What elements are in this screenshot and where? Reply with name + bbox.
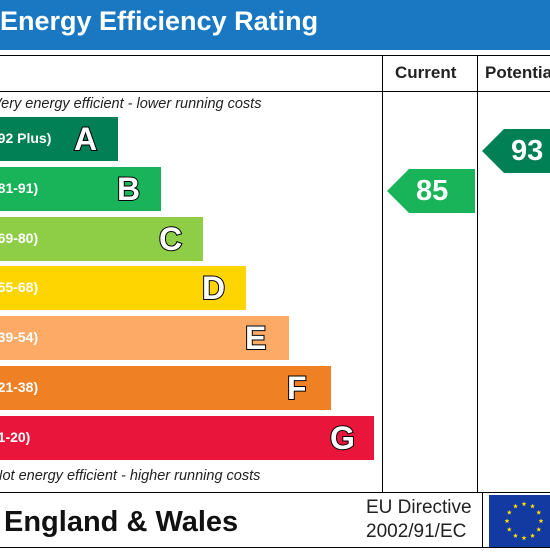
rating-arrow-current: 85 bbox=[387, 169, 475, 213]
band-g: (1-20) G bbox=[0, 416, 374, 460]
band-letter: F bbox=[286, 369, 308, 407]
band-letter: C bbox=[158, 220, 183, 258]
footer-country: England & Wales bbox=[4, 506, 239, 538]
star-icon bbox=[513, 533, 518, 538]
arrow-shape bbox=[387, 169, 475, 213]
directive-line-1: EU Directive bbox=[366, 497, 472, 518]
column-header-current: Current bbox=[395, 63, 457, 82]
column-header-potential: Potential bbox=[485, 63, 550, 82]
star-icon bbox=[536, 526, 542, 532]
star-icon bbox=[530, 533, 535, 538]
star-icon bbox=[521, 535, 527, 541]
star-icon bbox=[506, 526, 512, 532]
star-icon bbox=[506, 509, 512, 515]
band-range-label: (1-20) bbox=[0, 429, 31, 445]
star-icon bbox=[538, 518, 544, 524]
band-range-label: (69-80) bbox=[0, 230, 39, 246]
divider-current bbox=[382, 55, 383, 492]
star-icon bbox=[536, 509, 542, 515]
rating-value: 85 bbox=[416, 175, 449, 207]
band-f: (21-38) F bbox=[0, 366, 331, 410]
divider-footer bbox=[0, 492, 550, 493]
star-icon bbox=[530, 503, 535, 509]
directive-line-2: 2002/91/EC bbox=[366, 521, 467, 542]
arrow-shape bbox=[482, 129, 550, 173]
band-letter: B bbox=[116, 170, 141, 208]
eu-flag-icon bbox=[504, 501, 544, 541]
band-letter: D bbox=[201, 269, 226, 307]
band-range-label: (21-38) bbox=[0, 379, 39, 395]
star-icon bbox=[521, 501, 527, 507]
chart-frame bbox=[0, 55, 550, 548]
divider-header bbox=[0, 91, 550, 92]
divider-potential bbox=[477, 55, 478, 492]
rating-arrow-potential: 93 bbox=[482, 129, 550, 173]
band-range-label: (81-91) bbox=[0, 180, 39, 196]
band-a: (92 Plus) A bbox=[0, 117, 118, 161]
band-c: (69-80) C bbox=[0, 217, 203, 261]
band-range-label: (55-68) bbox=[0, 279, 39, 295]
divider-flag bbox=[482, 492, 483, 548]
star-icon bbox=[513, 503, 518, 509]
rating-value: 93 bbox=[511, 135, 544, 167]
star-icon bbox=[504, 518, 510, 524]
band-range-label: (39-54) bbox=[0, 329, 39, 345]
band-letter: A bbox=[73, 120, 98, 158]
note-bottom: Not energy efficient - higher running co… bbox=[0, 468, 261, 484]
band-letter: G bbox=[329, 419, 356, 457]
band-letter: E bbox=[244, 319, 267, 357]
band-d: (55-68) D bbox=[0, 266, 246, 310]
band-b: (81-91) B bbox=[0, 167, 161, 211]
chart-title: Energy Efficiency Rating bbox=[0, 6, 319, 36]
band-e: (39-54) E bbox=[0, 316, 289, 360]
header-bar: Energy Efficiency Rating bbox=[0, 0, 550, 50]
band-range-label: (92 Plus) bbox=[0, 130, 52, 146]
eu-flag bbox=[489, 495, 550, 547]
note-top: Very energy efficient - lower running co… bbox=[0, 96, 262, 112]
